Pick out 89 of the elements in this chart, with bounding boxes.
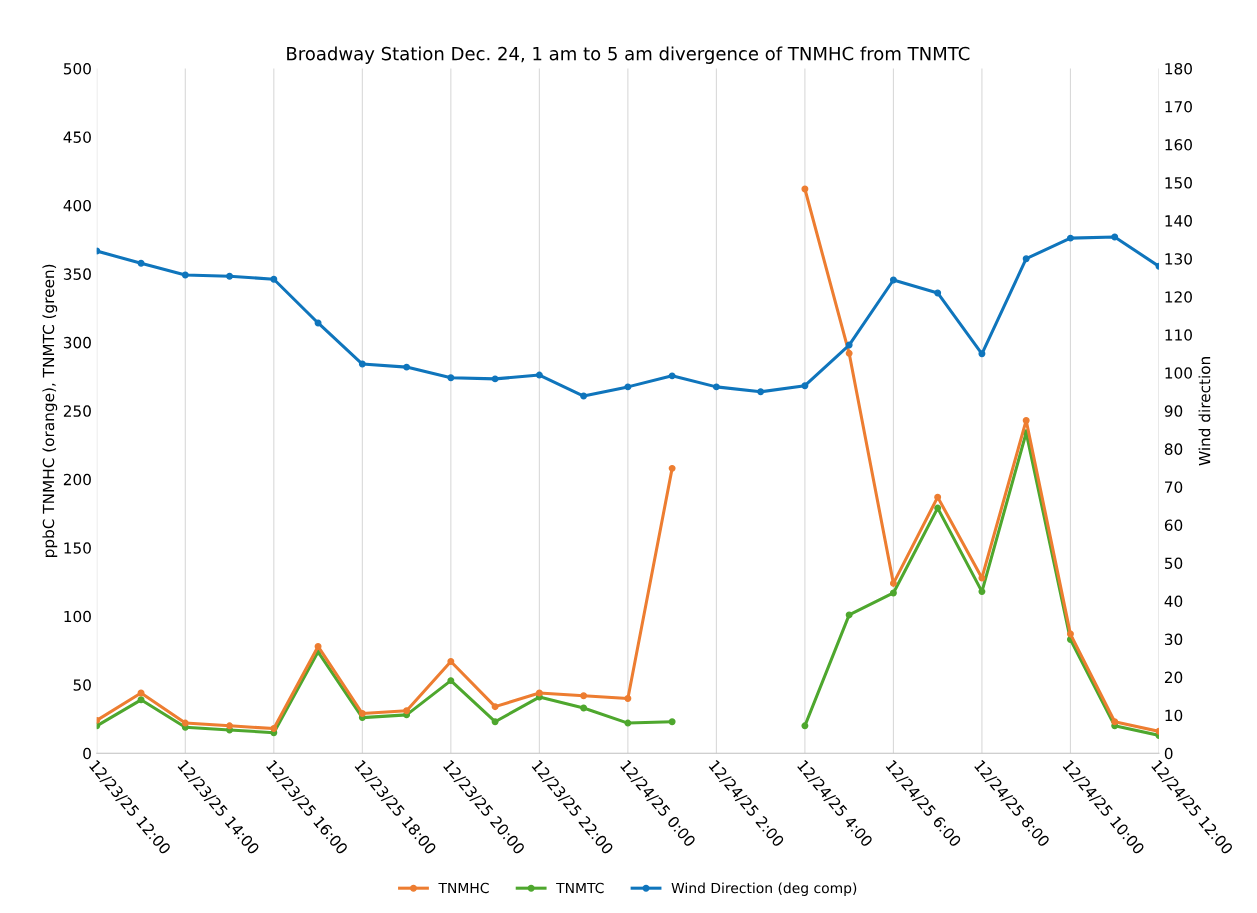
y2-tick-label: 150 [1165, 177, 1192, 189]
legend-label: Wind Direction (deg comp) [671, 882, 857, 896]
chart-title: Broadway Station Dec. 24, 1 am to 5 am divergence of TNMHC from TNMTC [287, 46, 970, 64]
point [801, 382, 809, 390]
y-axis-title: ppbC TNMHC (orange), TNMTC (green) [42, 264, 58, 557]
y-tick-label: 500 [63, 62, 91, 75]
y2-tick-label: 110 [1165, 329, 1192, 341]
point [889, 589, 897, 597]
y2-tick-label: 50 [1164, 557, 1183, 570]
point [535, 371, 543, 379]
y-tick-label: 400 [63, 199, 91, 212]
y2-tick-label: 100 [1165, 367, 1192, 379]
point [314, 642, 322, 650]
point [358, 360, 366, 368]
point [668, 464, 676, 472]
point [1111, 718, 1119, 726]
y2-tick-label: 20 [1164, 671, 1183, 684]
point [358, 710, 366, 717]
point [889, 276, 897, 284]
legend-label: TNMHC [438, 882, 489, 894]
point [580, 692, 588, 700]
point [845, 349, 853, 357]
y2-tick-label: 70 [1165, 481, 1183, 493]
point [1022, 416, 1030, 424]
point [181, 719, 189, 727]
point [580, 704, 588, 712]
point [1066, 630, 1074, 638]
y2-tick-label: 40 [1164, 595, 1183, 608]
point [491, 718, 499, 726]
point [757, 388, 765, 396]
point [226, 272, 234, 280]
point [270, 275, 278, 283]
y2-tick-label: 160 [1165, 139, 1192, 151]
point [181, 271, 189, 279]
y2-tick-label: 30 [1164, 633, 1183, 646]
y-tick-label: 200 [63, 473, 91, 486]
point [934, 289, 942, 297]
point [491, 703, 499, 711]
y-tick-label: 450 [63, 131, 91, 143]
point [624, 719, 632, 727]
point [535, 689, 543, 697]
point [889, 579, 897, 587]
point [447, 677, 455, 685]
point [491, 375, 499, 383]
y2-tick-label: 130 [1165, 253, 1192, 265]
point [668, 372, 676, 380]
point [1066, 234, 1074, 242]
y-tick-label: 250 [63, 405, 91, 417]
y2-tick-label: 120 [1165, 291, 1192, 303]
point [270, 725, 278, 733]
y2-tick-label: 180 [1165, 62, 1192, 75]
y-tick-label: 50 [73, 679, 91, 691]
point [624, 694, 632, 702]
point [1111, 233, 1119, 241]
point [580, 392, 588, 400]
point [403, 707, 411, 715]
y2-tick-label: 10 [1165, 709, 1183, 722]
y2-tick-label: 80 [1164, 443, 1183, 455]
y2-axis-title: Wind direction [1198, 357, 1211, 466]
point [712, 383, 720, 391]
point [403, 363, 411, 371]
point [978, 350, 986, 358]
y2-tick-label: 140 [1165, 215, 1192, 227]
point [447, 657, 455, 665]
point [624, 383, 632, 391]
y-tick-label: 100 [64, 610, 91, 623]
y2-tick-label: 90 [1164, 405, 1183, 417]
point [801, 722, 809, 730]
point [978, 574, 986, 582]
point [934, 504, 942, 512]
point [447, 374, 455, 382]
point [978, 588, 986, 596]
point [845, 341, 853, 349]
y-tick-label: 300 [63, 336, 91, 349]
y-tick-label: 350 [63, 268, 91, 280]
y2-tick-label: 170 [1165, 100, 1192, 113]
point [137, 696, 145, 704]
point [226, 722, 234, 730]
point [137, 259, 145, 267]
point [801, 185, 809, 193]
point [934, 493, 942, 501]
point [1022, 255, 1030, 263]
legend-label: TNMTC [556, 882, 604, 894]
y-tick-label: 0 [83, 747, 91, 760]
point [668, 718, 676, 726]
y2-tick-label: 60 [1164, 519, 1183, 531]
y2-tick-label: 0 [1164, 747, 1173, 760]
y-tick-label: 150 [64, 542, 91, 554]
point [845, 611, 853, 619]
